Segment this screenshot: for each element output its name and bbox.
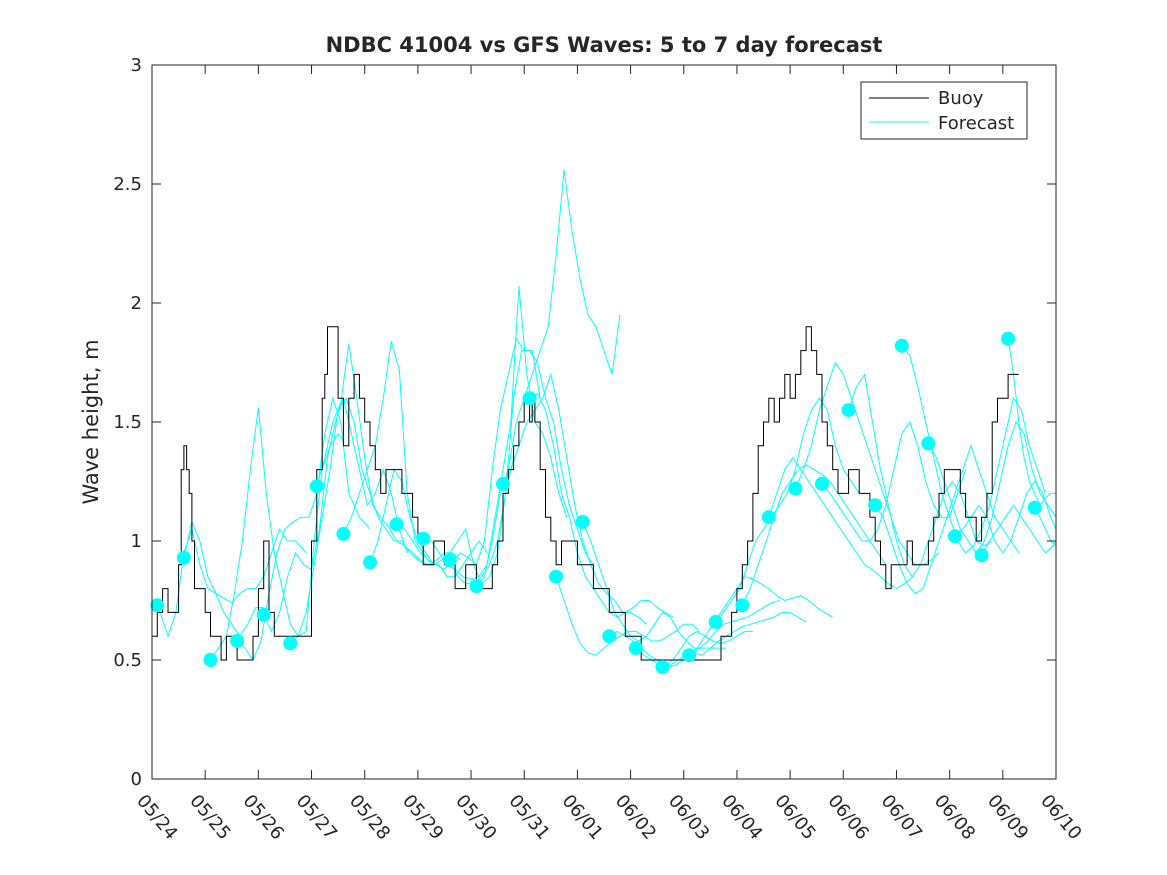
forecast-start-marker — [363, 555, 377, 570]
plot-area — [152, 65, 1056, 779]
forecast-start-marker — [549, 569, 564, 584]
forecast-line-1 — [151, 527, 264, 638]
forecast-start-marker — [1027, 500, 1042, 515]
y-tick-label: 0.5 — [113, 650, 142, 671]
forecast-start-marker — [682, 648, 697, 663]
legend-label-forecast: Forecast — [938, 113, 1014, 134]
forecast-start-marker — [469, 579, 484, 594]
y-tick-label: 1 — [131, 531, 142, 552]
forecast-line-29 — [901, 345, 1046, 554]
forecast-start-marker — [761, 510, 776, 525]
chart-title: NDBC 41004 vs GFS Waves: 5 to 7 day fore… — [326, 33, 883, 57]
y-axis-label: Wave height, m — [79, 339, 103, 504]
forecast-line-30 — [927, 420, 1057, 554]
forecast-line-3 — [210, 407, 344, 661]
forecast-start-marker — [496, 476, 510, 491]
forecast-start-marker — [256, 607, 271, 622]
forecast-start-marker — [575, 515, 590, 529]
forecast-line-13 — [476, 169, 621, 587]
forecast-start-marker — [868, 498, 883, 513]
y-tick-label: 2.5 — [113, 174, 142, 195]
forecast-start-marker — [894, 338, 909, 353]
forecast-line-6 — [289, 397, 434, 644]
forecast-start-marker — [1001, 331, 1016, 346]
legend-box — [860, 81, 1028, 140]
forecast-line-7 — [316, 343, 461, 566]
forecast-start-marker — [176, 550, 191, 565]
forecast-line-33 — [1007, 338, 1056, 507]
forecast-start-marker — [150, 598, 165, 613]
marker-layer — [150, 331, 1042, 675]
buoy-line — [152, 326, 1019, 661]
forecast-line-24 — [768, 456, 913, 590]
forecast-start-marker — [655, 660, 670, 675]
forecast-line-34 — [1034, 507, 1057, 547]
forecast-start-marker — [442, 553, 457, 567]
forecast-start-marker — [230, 634, 245, 648]
legend-label-buoy: Buoy — [938, 88, 984, 109]
forecast-start-marker — [788, 481, 803, 496]
legend: Buoy Forecast — [860, 81, 1028, 140]
y-tick-label: 1.5 — [113, 412, 142, 433]
y-tick-label: 3 — [131, 55, 142, 76]
forecast-line-2 — [183, 520, 307, 604]
forecast-start-marker — [336, 526, 351, 541]
forecast-line-8 — [342, 340, 488, 578]
forecast-line-32 — [981, 504, 1057, 556]
series-layer — [151, 169, 1057, 668]
forecast-line-15 — [529, 392, 674, 618]
forecast-start-marker — [628, 641, 643, 656]
forecast-start-marker — [921, 436, 936, 451]
forecast-start-marker — [602, 629, 617, 644]
y-tick-label: 0 — [131, 769, 142, 790]
forecast-start-marker — [815, 476, 829, 491]
forecast-start-marker — [708, 614, 723, 629]
forecast-start-marker — [948, 529, 962, 544]
forecast-line-31 — [954, 480, 1057, 554]
forecast-start-marker — [735, 598, 750, 613]
forecast-line-26 — [821, 420, 967, 542]
forecast-line-18 — [609, 630, 753, 666]
forecast-start-marker — [389, 517, 404, 532]
forecast-start-marker — [283, 636, 298, 651]
forecast-start-marker — [203, 653, 218, 667]
forecast-start-marker — [974, 548, 989, 563]
y-tick-label: 2 — [131, 293, 142, 314]
forecast-start-marker — [522, 391, 537, 406]
forecast-line-5 — [263, 396, 408, 633]
forecast-line-23 — [741, 464, 887, 606]
forecast-start-marker — [841, 403, 856, 418]
forecast-start-marker — [309, 479, 324, 494]
forecast-start-marker — [416, 531, 431, 546]
